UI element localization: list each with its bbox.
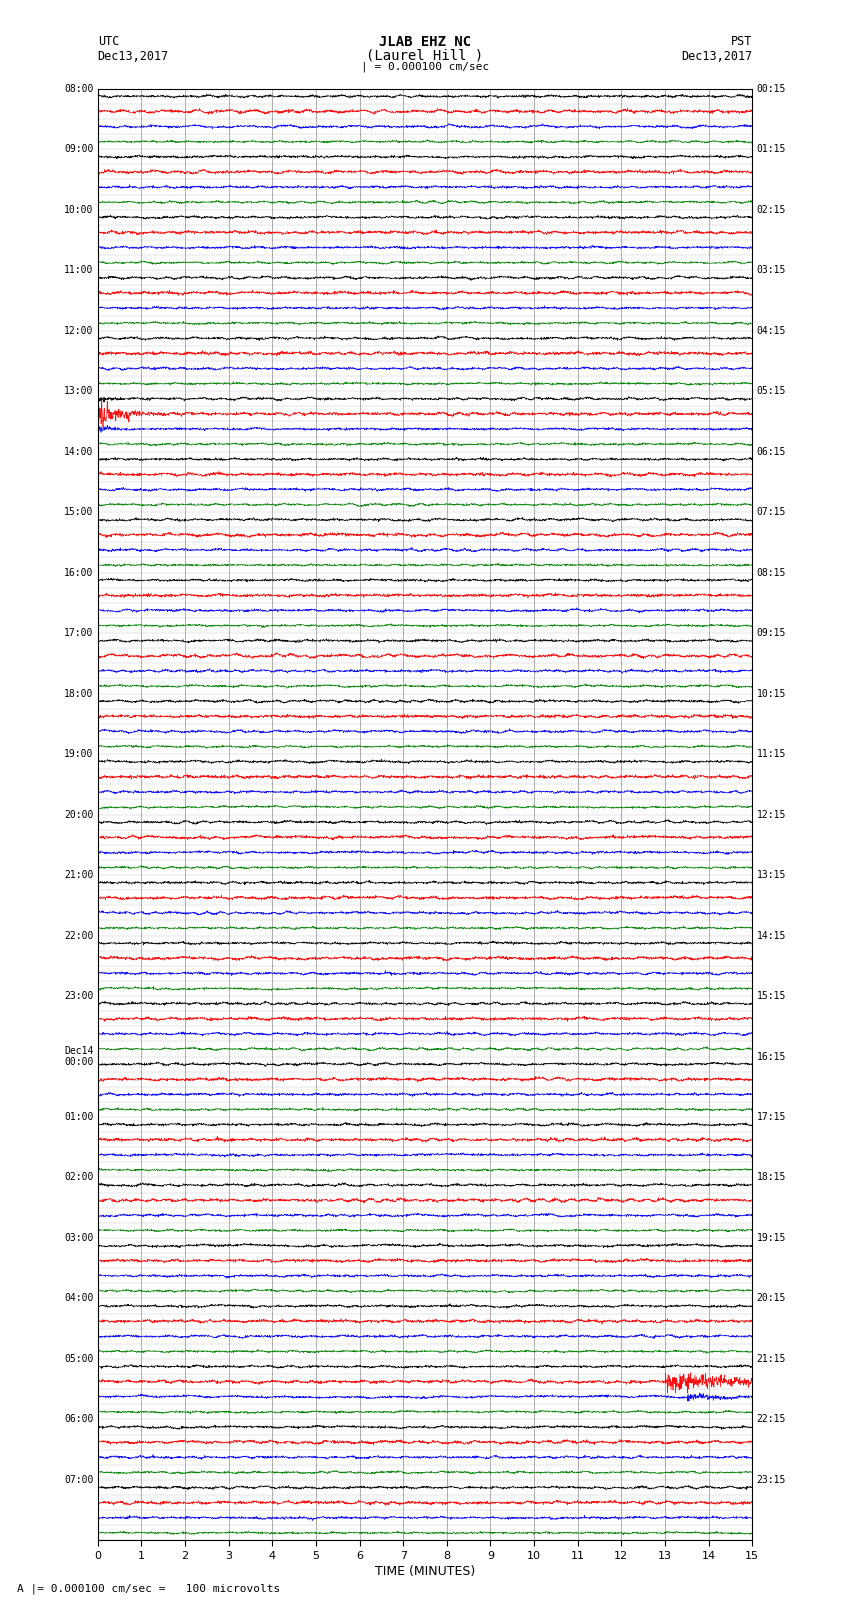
Text: 16:15: 16:15 <box>756 1052 786 1061</box>
Text: 01:00: 01:00 <box>64 1111 94 1123</box>
Text: 04:00: 04:00 <box>64 1294 94 1303</box>
Text: 05:00: 05:00 <box>64 1353 94 1365</box>
Text: 15:15: 15:15 <box>756 990 786 1002</box>
Text: 03:15: 03:15 <box>756 265 786 276</box>
Text: 13:00: 13:00 <box>64 386 94 397</box>
Text: (Laurel Hill ): (Laurel Hill ) <box>366 48 484 63</box>
Text: 15:00: 15:00 <box>64 506 94 518</box>
Text: 02:00: 02:00 <box>64 1173 94 1182</box>
Text: A |= 0.000100 cm/sec =   100 microvolts: A |= 0.000100 cm/sec = 100 microvolts <box>17 1582 280 1594</box>
Text: Dec13,2017: Dec13,2017 <box>98 50 169 63</box>
Text: 10:00: 10:00 <box>64 205 94 215</box>
Text: 13:15: 13:15 <box>756 869 786 881</box>
Text: 06:15: 06:15 <box>756 447 786 456</box>
Text: 17:00: 17:00 <box>64 627 94 639</box>
Text: 00:15: 00:15 <box>756 84 786 94</box>
Text: 22:15: 22:15 <box>756 1415 786 1424</box>
Text: Dec14
00:00: Dec14 00:00 <box>64 1045 94 1068</box>
Text: 14:15: 14:15 <box>756 931 786 940</box>
Text: 20:15: 20:15 <box>756 1294 786 1303</box>
Text: 19:00: 19:00 <box>64 748 94 760</box>
Text: 09:15: 09:15 <box>756 627 786 639</box>
Text: | = 0.000100 cm/sec: | = 0.000100 cm/sec <box>361 61 489 73</box>
Text: 20:00: 20:00 <box>64 810 94 819</box>
Text: 04:15: 04:15 <box>756 326 786 336</box>
Text: 11:00: 11:00 <box>64 265 94 276</box>
Text: 18:00: 18:00 <box>64 689 94 698</box>
Text: 22:00: 22:00 <box>64 931 94 940</box>
Text: 06:00: 06:00 <box>64 1415 94 1424</box>
Text: 12:00: 12:00 <box>64 326 94 336</box>
X-axis label: TIME (MINUTES): TIME (MINUTES) <box>375 1565 475 1578</box>
Text: 02:15: 02:15 <box>756 205 786 215</box>
Text: UTC: UTC <box>98 35 119 48</box>
Text: 14:00: 14:00 <box>64 447 94 456</box>
Text: 16:00: 16:00 <box>64 568 94 577</box>
Text: 03:00: 03:00 <box>64 1232 94 1244</box>
Text: 08:15: 08:15 <box>756 568 786 577</box>
Text: PST: PST <box>731 35 752 48</box>
Text: 18:15: 18:15 <box>756 1173 786 1182</box>
Text: 17:15: 17:15 <box>756 1111 786 1123</box>
Text: 23:15: 23:15 <box>756 1474 786 1486</box>
Text: 21:00: 21:00 <box>64 869 94 881</box>
Text: 08:00: 08:00 <box>64 84 94 94</box>
Text: 12:15: 12:15 <box>756 810 786 819</box>
Text: 11:15: 11:15 <box>756 748 786 760</box>
Text: 05:15: 05:15 <box>756 386 786 397</box>
Text: 07:15: 07:15 <box>756 506 786 518</box>
Text: 21:15: 21:15 <box>756 1353 786 1365</box>
Text: 10:15: 10:15 <box>756 689 786 698</box>
Text: 19:15: 19:15 <box>756 1232 786 1244</box>
Text: JLAB EHZ NC: JLAB EHZ NC <box>379 35 471 50</box>
Text: 09:00: 09:00 <box>64 144 94 155</box>
Text: 07:00: 07:00 <box>64 1474 94 1486</box>
Text: 01:15: 01:15 <box>756 144 786 155</box>
Text: 23:00: 23:00 <box>64 990 94 1002</box>
Text: Dec13,2017: Dec13,2017 <box>681 50 752 63</box>
